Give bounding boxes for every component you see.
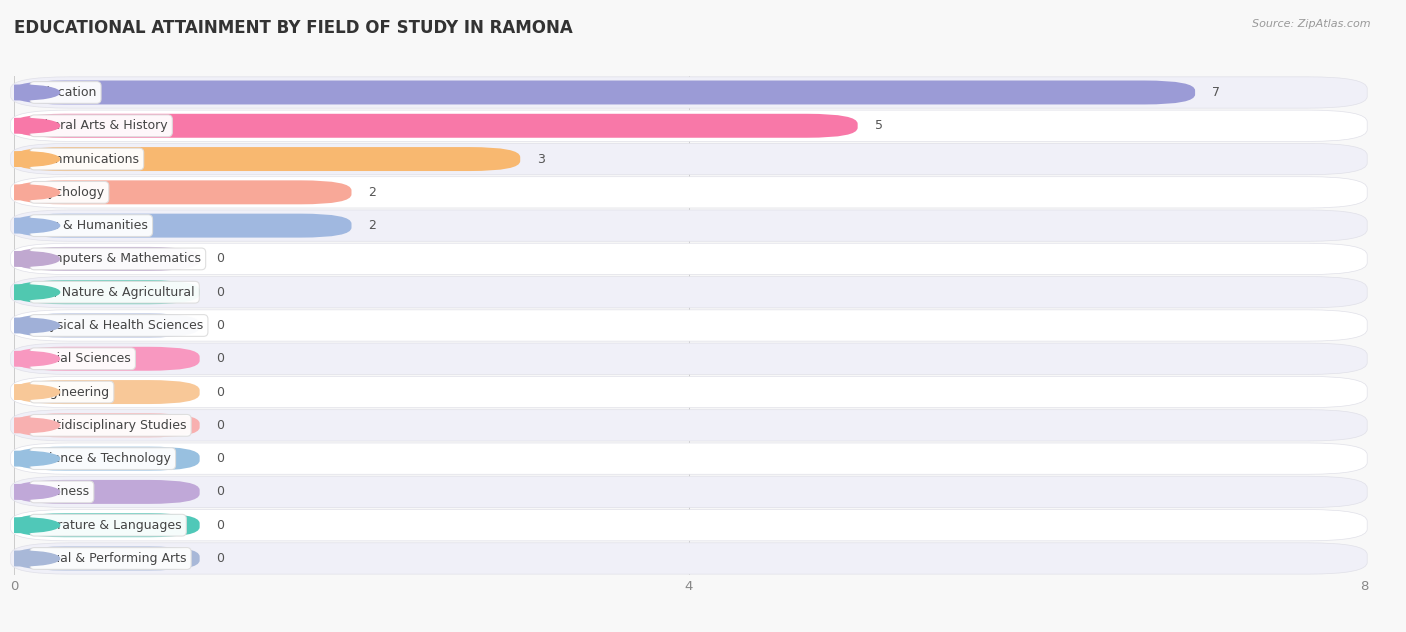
Text: 7: 7 bbox=[1212, 86, 1220, 99]
Circle shape bbox=[0, 318, 59, 333]
Text: Visual & Performing Arts: Visual & Performing Arts bbox=[34, 552, 187, 565]
Text: Liberal Arts & History: Liberal Arts & History bbox=[34, 119, 167, 132]
FancyBboxPatch shape bbox=[14, 380, 200, 404]
FancyBboxPatch shape bbox=[14, 147, 520, 171]
Text: 2: 2 bbox=[368, 219, 377, 232]
FancyBboxPatch shape bbox=[11, 110, 1367, 142]
FancyBboxPatch shape bbox=[14, 313, 200, 337]
Text: Social Sciences: Social Sciences bbox=[34, 352, 131, 365]
Text: 0: 0 bbox=[217, 419, 225, 432]
FancyBboxPatch shape bbox=[14, 447, 200, 471]
Text: Communications: Communications bbox=[34, 152, 139, 166]
Text: 0: 0 bbox=[217, 552, 225, 565]
FancyBboxPatch shape bbox=[11, 177, 1367, 208]
FancyBboxPatch shape bbox=[11, 277, 1367, 308]
FancyBboxPatch shape bbox=[14, 247, 200, 271]
FancyBboxPatch shape bbox=[14, 413, 200, 437]
FancyBboxPatch shape bbox=[11, 243, 1367, 274]
FancyBboxPatch shape bbox=[14, 280, 200, 304]
Circle shape bbox=[0, 418, 59, 433]
FancyBboxPatch shape bbox=[11, 410, 1367, 441]
Text: 0: 0 bbox=[217, 452, 225, 465]
FancyBboxPatch shape bbox=[14, 214, 352, 238]
Text: Source: ZipAtlas.com: Source: ZipAtlas.com bbox=[1253, 19, 1371, 29]
FancyBboxPatch shape bbox=[11, 77, 1367, 108]
FancyBboxPatch shape bbox=[14, 180, 352, 204]
Text: 0: 0 bbox=[217, 485, 225, 499]
FancyBboxPatch shape bbox=[11, 377, 1367, 408]
Circle shape bbox=[0, 152, 59, 166]
FancyBboxPatch shape bbox=[11, 343, 1367, 374]
Circle shape bbox=[0, 518, 59, 533]
Circle shape bbox=[0, 385, 59, 399]
Circle shape bbox=[0, 285, 59, 300]
FancyBboxPatch shape bbox=[11, 210, 1367, 241]
Circle shape bbox=[0, 551, 59, 566]
Text: 0: 0 bbox=[217, 386, 225, 399]
Text: Psychology: Psychology bbox=[34, 186, 104, 199]
Text: 2: 2 bbox=[368, 186, 377, 199]
FancyBboxPatch shape bbox=[11, 443, 1367, 474]
Text: 0: 0 bbox=[217, 286, 225, 299]
Circle shape bbox=[0, 252, 59, 266]
Circle shape bbox=[0, 118, 59, 133]
Text: Arts & Humanities: Arts & Humanities bbox=[34, 219, 148, 232]
FancyBboxPatch shape bbox=[11, 477, 1367, 507]
Text: 0: 0 bbox=[217, 319, 225, 332]
Text: Literature & Languages: Literature & Languages bbox=[34, 519, 181, 532]
Text: Engineering: Engineering bbox=[34, 386, 110, 399]
Text: 5: 5 bbox=[875, 119, 883, 132]
Circle shape bbox=[0, 351, 59, 366]
FancyBboxPatch shape bbox=[14, 347, 200, 371]
Text: Computers & Mathematics: Computers & Mathematics bbox=[34, 252, 201, 265]
Text: EDUCATIONAL ATTAINMENT BY FIELD OF STUDY IN RAMONA: EDUCATIONAL ATTAINMENT BY FIELD OF STUDY… bbox=[14, 19, 572, 37]
Circle shape bbox=[0, 85, 59, 100]
Text: Physical & Health Sciences: Physical & Health Sciences bbox=[34, 319, 204, 332]
FancyBboxPatch shape bbox=[11, 143, 1367, 174]
Text: 0: 0 bbox=[217, 519, 225, 532]
Text: Bio, Nature & Agricultural: Bio, Nature & Agricultural bbox=[34, 286, 195, 299]
FancyBboxPatch shape bbox=[11, 509, 1367, 541]
Text: Multidisciplinary Studies: Multidisciplinary Studies bbox=[34, 419, 187, 432]
FancyBboxPatch shape bbox=[14, 114, 858, 138]
FancyBboxPatch shape bbox=[14, 513, 200, 537]
FancyBboxPatch shape bbox=[11, 543, 1367, 574]
FancyBboxPatch shape bbox=[14, 80, 1195, 104]
FancyBboxPatch shape bbox=[11, 310, 1367, 341]
Circle shape bbox=[0, 185, 59, 200]
FancyBboxPatch shape bbox=[14, 547, 200, 571]
Circle shape bbox=[0, 485, 59, 499]
Text: 0: 0 bbox=[217, 252, 225, 265]
Circle shape bbox=[0, 451, 59, 466]
FancyBboxPatch shape bbox=[14, 480, 200, 504]
Text: Education: Education bbox=[34, 86, 97, 99]
Text: Science & Technology: Science & Technology bbox=[34, 452, 172, 465]
Text: 0: 0 bbox=[217, 352, 225, 365]
Text: 3: 3 bbox=[537, 152, 546, 166]
Text: Business: Business bbox=[34, 485, 90, 499]
Circle shape bbox=[0, 218, 59, 233]
